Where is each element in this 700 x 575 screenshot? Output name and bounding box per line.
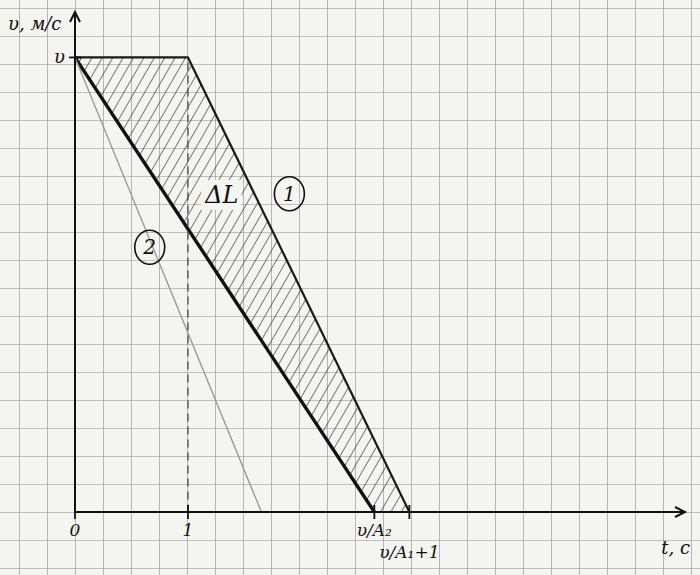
x-tick (408, 505, 410, 519)
series-line (75, 57, 409, 512)
label-circle (135, 230, 165, 264)
chart: 0 1 υ/A₂υ/A₁+1 υ υ, м/с t, с 1 2 ΔL (0, 0, 700, 575)
x-axis (75, 511, 685, 513)
x-axis-title: t, с (661, 537, 690, 558)
y-axis-title: υ, м/с (8, 13, 61, 34)
x-tick-label: 0 (70, 520, 81, 540)
x-tick-label: υ/A₁+1 (379, 542, 439, 562)
series-line (187, 57, 188, 512)
y-tick (69, 57, 81, 59)
x-tick (187, 505, 189, 519)
x-arrow (675, 507, 685, 517)
x-tick-label: 1 (183, 520, 194, 540)
legend-entry: 2 (142, 235, 156, 259)
series-line (75, 57, 374, 512)
y-arrow (70, 12, 80, 22)
series-line (75, 57, 261, 512)
graph-paper (0, 0, 700, 575)
y-tick-label: υ (54, 46, 65, 67)
series-label: 1 (274, 177, 304, 211)
y-axis (74, 12, 76, 512)
plot-area (75, 57, 409, 512)
x-tick-label: υ/A₂ (357, 520, 392, 540)
hatched-area (75, 57, 409, 512)
label-circle (274, 177, 304, 211)
annotation-text: ΔL (204, 181, 238, 209)
legend-entry: 1 (283, 182, 296, 206)
axes (69, 12, 685, 519)
annotation-bg (201, 180, 241, 210)
annotation: ΔL (201, 180, 241, 210)
x-tick (74, 505, 76, 519)
series-label: 2 (135, 230, 165, 264)
x-tick (373, 505, 375, 519)
